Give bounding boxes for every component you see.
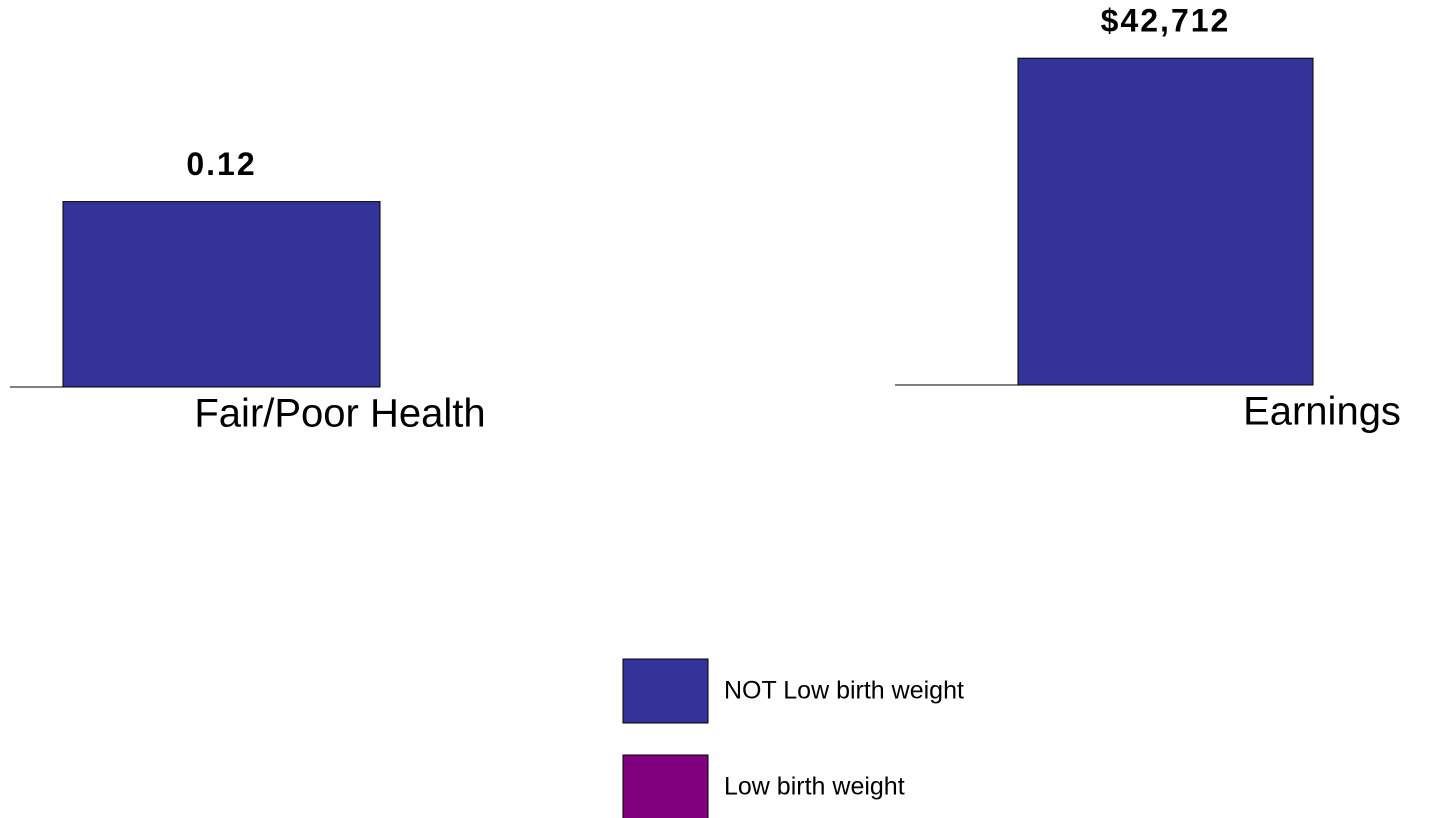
bar — [62, 201, 381, 388]
bar — [1017, 57, 1314, 386]
category-label: Earnings — [1243, 390, 1401, 434]
legend-swatch — [622, 754, 709, 818]
category-label: Fair/Poor Health — [194, 392, 485, 436]
legend-label: NOT Low birth weight — [724, 677, 964, 705]
value-label: $42,712 — [1101, 3, 1231, 39]
legend-label: Low birth weight — [724, 773, 905, 801]
value-label: 0.12 — [186, 146, 256, 182]
legend-swatch — [622, 658, 709, 724]
